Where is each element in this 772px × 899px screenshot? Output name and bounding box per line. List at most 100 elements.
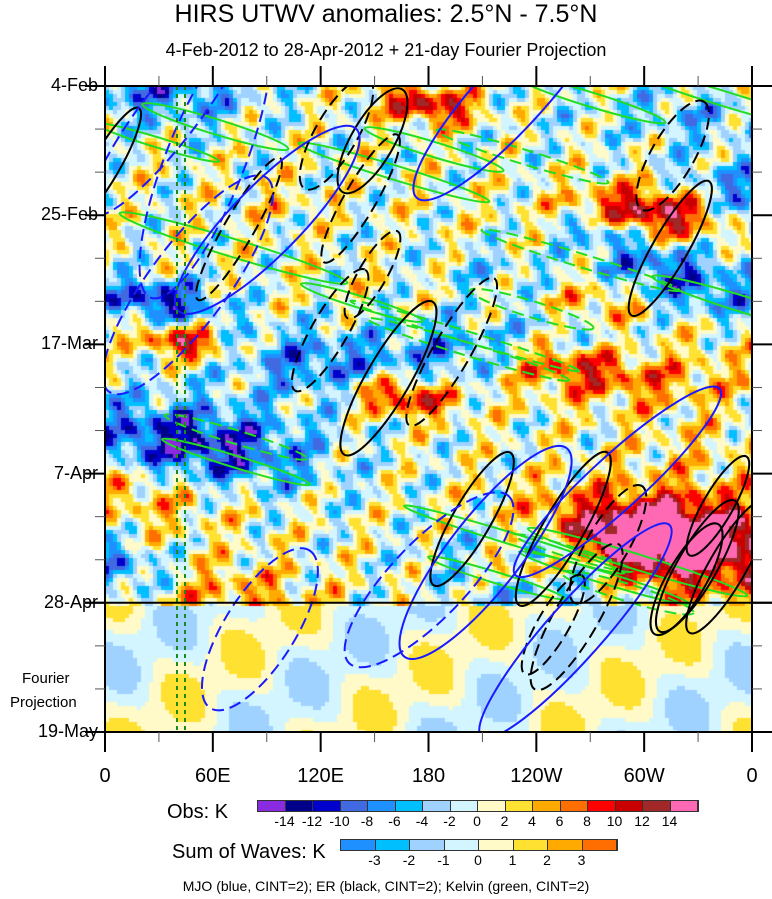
colorbar-tick-label: -2 [402,852,416,868]
kelvin-contour [526,526,749,598]
er-contour [429,451,515,588]
er-contour [529,542,624,692]
colorbar-swatch [478,801,506,811]
colorbar-swatch [505,801,533,811]
mjo-contour [412,86,609,202]
colorbar-tick-label: 6 [555,813,564,829]
er-contour [290,268,370,393]
colorbar-swatch [450,801,478,811]
colorbar-tick-label: -14 [274,813,295,829]
colorbar-tick-label: 3 [577,852,586,868]
x-tick-label: 120E [297,765,345,787]
kelvin-contour [105,121,221,163]
colorbar-swatch [615,801,643,811]
kelvin-contour [163,413,309,461]
colorbar-tick-label: 2 [500,813,509,829]
x-tick-label: 60E [195,765,231,787]
obs-colorbar [257,800,699,812]
x-tick-label: 0 [99,765,111,787]
colorbar-swatch [375,840,410,850]
colorbar-swatch [513,840,548,850]
colorbar-swatch [368,801,396,811]
kelvin-contour [651,274,752,338]
y-tick-label: 4-Feb [50,75,98,95]
colorbar-swatch [560,801,588,811]
plot-area [105,86,752,732]
mjo-contour [200,547,319,712]
chart-title: HIRS UTWV anomalies: 2.5°N - 7.5°N [174,0,598,28]
kelvin-contour [349,299,581,373]
colorbar-swatch [341,840,376,850]
obs-colorbar-label: Obs: K [167,801,229,823]
y-tick-label: 17-Mar [40,333,98,354]
colorbar-swatch [588,801,616,811]
er-contour [685,498,752,635]
colorbar-tick-label: -3 [368,852,381,868]
kelvin-contour [161,437,312,487]
colorbar-tick-label: 14 [661,813,678,829]
colorbar-tick-label: 12 [634,813,650,829]
x-tick-label: 60W [623,765,665,787]
y-tick-label: 19-May [37,721,98,741]
er-contour [654,499,740,634]
er-contour [627,179,713,318]
colorbar-tick-label: 1 [508,852,517,868]
colorbar-tick-label: 0 [473,813,481,829]
colorbar-swatch [479,840,514,850]
colorbar-swatch [670,801,698,811]
mjo-contour [343,491,515,669]
er-contour [635,99,710,212]
mjo-contour [512,385,723,579]
waves-colorbar [340,839,618,851]
colorbar-swatch [582,840,617,850]
colorbar-tick-label: -6 [388,813,401,829]
er-contour [339,300,438,457]
colorbar-tick-label: -10 [329,813,350,829]
fourier-label: Fourier [22,670,70,687]
kelvin-contour [560,569,695,616]
er-contour [336,87,409,195]
colorbar-swatch [285,801,313,811]
mjo-contour [174,124,361,315]
x-tick-label: 120W [510,765,563,787]
er-contour [649,522,724,637]
y-tick-label: 25-Feb [40,204,98,225]
chart-subtitle: 4-Feb-2012 to 28-Apr-2012 + 21-day Fouri… [165,40,607,60]
kelvin-contour [363,126,505,173]
colorbar-tick-label: -12 [301,813,323,829]
colorbar-swatch [643,801,671,811]
colorbar-tick-label: -1 [437,852,450,868]
mjo-contour [105,174,274,396]
colorbar-swatch [423,801,451,811]
kelvin-contour [366,317,571,382]
colorbar-tick-label: -8 [360,813,374,829]
kelvin-contour [297,141,491,204]
x-tick-label: 180 [411,765,446,787]
er-contour [405,276,499,427]
colorbar-tick-label: 2 [543,852,551,868]
colorbar-tick-label: 4 [528,813,536,829]
colorbar-swatch [444,840,479,850]
er-contour [520,573,586,676]
colorbar-swatch [340,801,368,811]
colorbar-swatch [410,840,445,850]
colorbar-swatch [313,801,341,811]
er-contour [685,454,751,557]
plot-frame [104,85,753,733]
colorbar-tick-label: 10 [606,813,623,829]
kelvin-contour [427,555,566,601]
kelvin-contour [118,211,349,285]
kelvin-contour [141,102,290,152]
colorbar-tick-label: -2 [443,813,456,829]
kelvin-contour [468,287,595,331]
kelvin-contour [515,86,667,125]
x-tick-label: 0 [746,765,758,787]
colorbar-tick-label: 0 [474,852,482,868]
anomaly-field [105,86,752,732]
er-contour [343,229,402,320]
colorbar-tick-label: 8 [583,813,591,829]
y-tick-label: 28-Apr [43,591,98,612]
waves-colorbar-label: Sum of Waves: K [172,841,326,863]
